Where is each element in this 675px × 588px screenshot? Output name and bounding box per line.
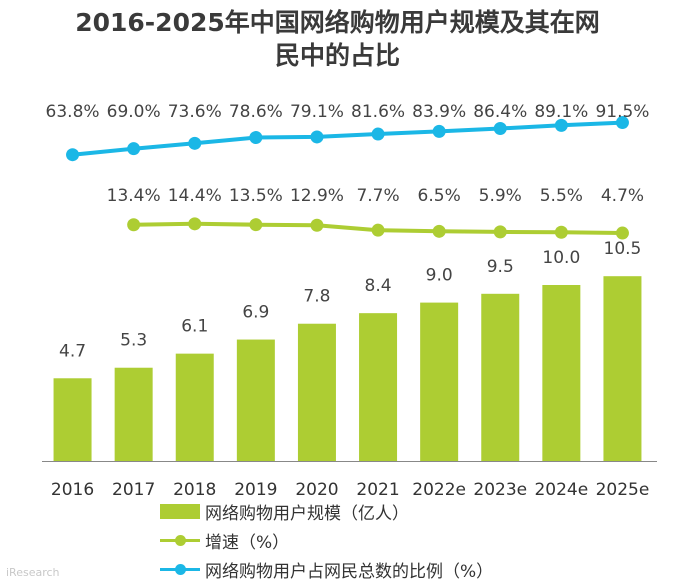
x-tick-2020: 2020 — [295, 480, 338, 500]
bar-label-2023e: 9.5 — [487, 257, 514, 277]
bar-label-2019: 6.9 — [242, 303, 269, 323]
share-label-2023e: 86.4% — [473, 102, 527, 122]
watermark-logo: iResearch — [6, 566, 60, 579]
x-tick-2016: 2016 — [51, 480, 94, 500]
legend-growth-swatch — [160, 533, 200, 548]
growth-point-2024e — [554, 225, 568, 239]
bar-2018 — [175, 353, 214, 461]
growth-label-2017: 13.4% — [107, 186, 161, 206]
growth-point-2021 — [371, 223, 385, 237]
chart-title: 2016-2025年中国网络购物用户规模及其在网 民中的占比 — [0, 6, 675, 72]
legend-label-share: 网络购物用户占网民总数的比例（%） — [205, 562, 494, 582]
bar-2020 — [297, 323, 336, 461]
bar-2024e — [542, 285, 581, 461]
bar-label-2021: 8.4 — [365, 276, 392, 296]
share-label-2018: 73.6% — [168, 102, 222, 122]
x-tick-2025e: 2025e — [596, 480, 650, 500]
bar-label-2024e: 10.0 — [542, 248, 580, 268]
x-tick-2024e: 2024e — [534, 480, 588, 500]
growth-point-2017 — [127, 218, 141, 232]
share-label-2024e: 89.1% — [534, 102, 588, 122]
x-tick-2019: 2019 — [234, 480, 277, 500]
growth-point-2018 — [188, 217, 202, 231]
bar-2025e — [603, 276, 642, 461]
bar-2016 — [53, 378, 92, 461]
legend-bar-swatch — [160, 504, 200, 519]
chart-title-line-2: 民中的占比 — [274, 41, 400, 70]
legend-item-share: 网络购物用户占网民总数的比例（%） — [160, 555, 493, 584]
chart-area: 4.7 5.3 6.1 6.9 7.8 8.4 9.0 9.5 10.0 10.5 2016 2017… — [42, 102, 657, 500]
x-tick-2021: 2021 — [356, 480, 399, 500]
share-point-2021 — [371, 127, 385, 141]
x-tick-2017: 2017 — [112, 480, 155, 500]
legend-item-user-scale: 网络购物用户规模（亿人） — [160, 497, 493, 526]
bar-2021 — [359, 313, 398, 461]
share-point-2016 — [66, 148, 80, 162]
bar-label-2017: 5.3 — [120, 331, 147, 351]
growth-point-2019 — [249, 218, 263, 232]
x-tick-2018: 2018 — [173, 480, 216, 500]
share-point-2018 — [188, 136, 202, 150]
x-tick-2023e: 2023e — [473, 480, 527, 500]
share-label-2019: 78.6% — [229, 102, 283, 122]
growth-point-2023e — [493, 225, 507, 239]
share-point-2023e — [493, 121, 507, 135]
bar-label-2022e: 9.0 — [426, 266, 453, 286]
growth-label-2018: 14.4% — [168, 186, 222, 206]
bar-label-2018: 6.1 — [181, 317, 208, 337]
chart-title-line-1: 2016-2025年中国网络购物用户规模及其在网 — [75, 8, 600, 37]
share-point-2022e — [432, 124, 446, 138]
bar-2022e — [420, 302, 459, 461]
bar-label-2016: 4.7 — [59, 341, 86, 361]
legend-share-swatch — [160, 562, 200, 577]
share-line — [72, 120, 623, 157]
bar-2023e — [481, 293, 520, 461]
growth-label-2021: 7.7% — [356, 186, 399, 206]
bar-2017 — [114, 367, 153, 461]
share-label-2025e: 91.5% — [595, 102, 649, 122]
bar-2019 — [236, 339, 275, 461]
share-point-2019 — [249, 131, 263, 145]
chart-legend: 网络购物用户规模（亿人） 增速（%） 网络购物用户占网民总数的比例（%） — [160, 497, 493, 584]
x-tick-2022e: 2022e — [412, 480, 466, 500]
growth-label-2024e: 5.5% — [540, 186, 583, 206]
share-point-2017 — [127, 142, 141, 156]
growth-label-2020: 12.9% — [290, 186, 344, 206]
bar-label-2020: 7.8 — [303, 287, 330, 307]
growth-label-2022e: 6.5% — [418, 186, 461, 206]
growth-point-2025e — [615, 226, 629, 240]
growth-point-2022e — [432, 224, 446, 238]
growth-label-2025e: 4.7% — [601, 186, 644, 206]
share-point-2025e — [615, 116, 629, 130]
share-label-2021: 81.6% — [351, 102, 405, 122]
legend-label-growth: 增速（%） — [205, 533, 290, 553]
share-label-2020: 79.1% — [290, 102, 344, 122]
legend-label-user-scale: 网络购物用户规模（亿人） — [205, 504, 409, 524]
share-label-2022e: 83.9% — [412, 102, 466, 122]
share-label-2017: 69.0% — [107, 102, 161, 122]
share-label-2016: 63.8% — [46, 102, 100, 122]
share-point-2024e — [554, 118, 568, 132]
growth-label-2023e: 5.9% — [479, 186, 522, 206]
legend-item-growth: 增速（%） — [160, 526, 493, 555]
share-point-2020 — [310, 130, 324, 144]
growth-point-2020 — [310, 218, 324, 232]
bar-label-2025e: 10.5 — [604, 239, 642, 259]
growth-label-2019: 13.5% — [229, 186, 283, 206]
